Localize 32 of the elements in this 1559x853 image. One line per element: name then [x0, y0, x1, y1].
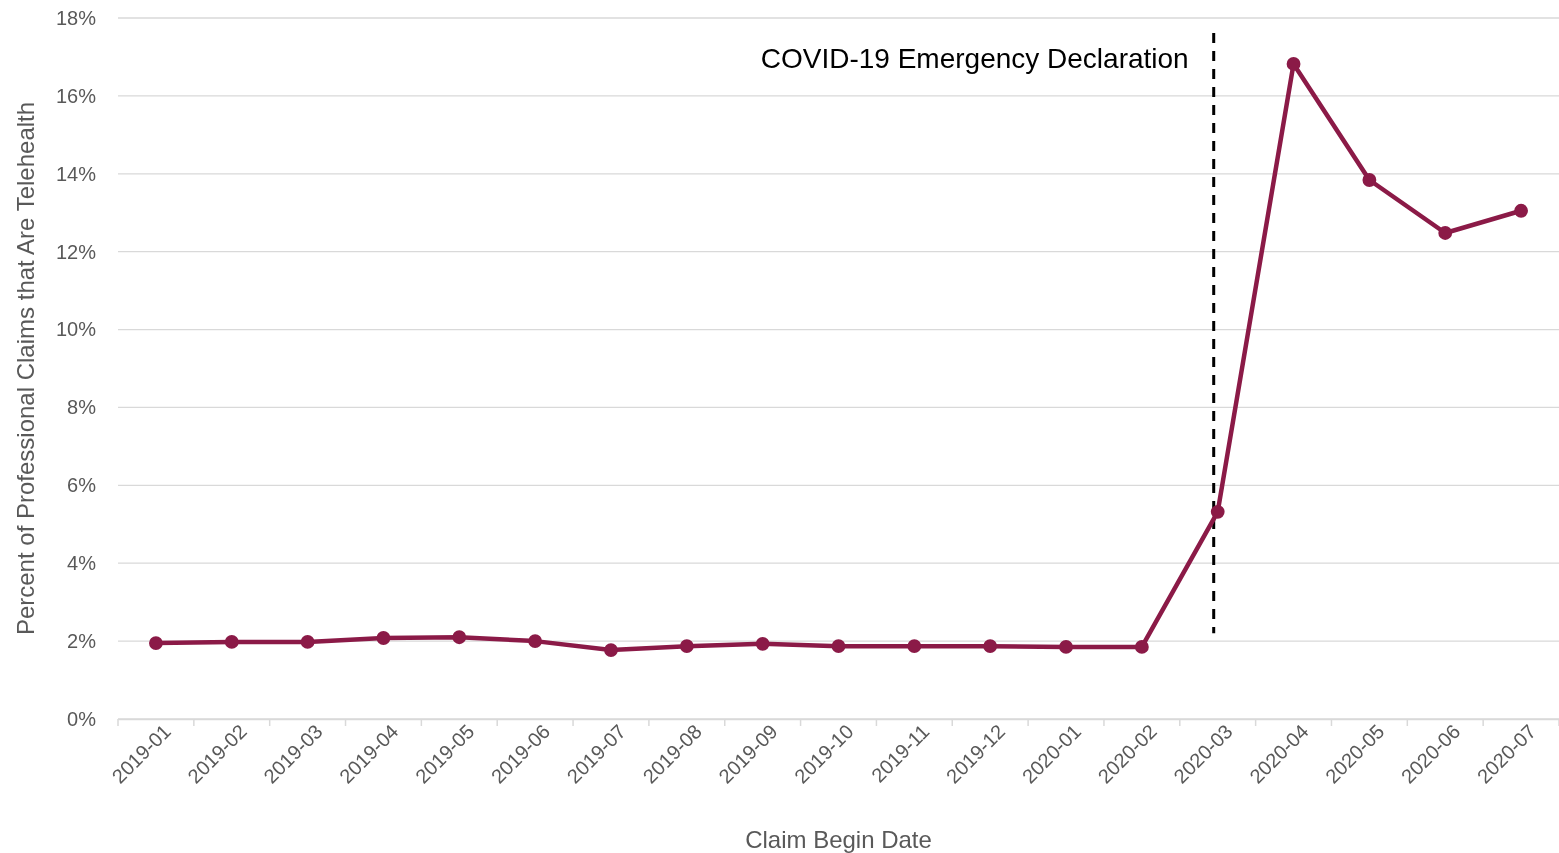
- y-tick-label: 2%: [67, 630, 97, 653]
- point: [300, 634, 315, 649]
- y-tick-label: 18%: [55, 6, 97, 29]
- point: [1286, 57, 1301, 71]
- point: [907, 639, 922, 654]
- point: [149, 636, 163, 650]
- point: [831, 639, 846, 654]
- point: [224, 634, 239, 649]
- y-tick-label: 0%: [67, 707, 97, 730]
- point: [1210, 504, 1225, 519]
- ref-line-label: COVID-19 Emergency Declaration: [760, 43, 1189, 74]
- point: [1514, 203, 1528, 218]
- y-tick-label: 6%: [67, 474, 97, 497]
- point: [1059, 640, 1073, 654]
- point: [679, 639, 694, 654]
- y-tick-label: 10%: [55, 318, 97, 341]
- point: [1134, 640, 1149, 654]
- y-tick-label: 12%: [55, 240, 97, 263]
- y-tick-label: 4%: [67, 552, 97, 575]
- x-axis-title: Claim Begin Date: [745, 826, 932, 853]
- y-tick-label: 16%: [55, 84, 97, 107]
- point: [528, 634, 543, 649]
- point: [452, 630, 467, 645]
- point: [376, 631, 391, 645]
- y-tick-label: 14%: [55, 162, 97, 185]
- point: [1438, 226, 1453, 240]
- point: [604, 643, 618, 657]
- point: [983, 639, 998, 654]
- y-axis-title: Percent of Professional Claims that Are Telehealth: [12, 101, 39, 636]
- y-tick-label: 8%: [67, 396, 97, 419]
- point: [755, 636, 770, 651]
- point: [1362, 173, 1377, 187]
